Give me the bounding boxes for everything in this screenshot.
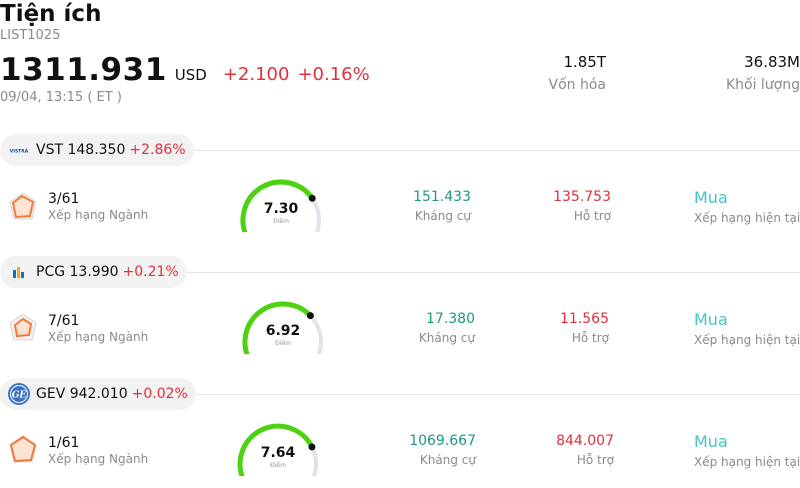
section-divider (194, 394, 800, 395)
page-title: Tiện ích (0, 1, 102, 27)
stock-chip-pcg[interactable]: PCG 13.990 +0.21% (0, 256, 187, 288)
support-label: Hỗ trợ (573, 209, 611, 223)
industry-rank-value: 7/61 (48, 313, 80, 329)
resistance-label: Kháng cự (419, 453, 476, 467)
rating-value: Mua (694, 432, 728, 451)
resistance-label: Kháng cự (418, 331, 475, 345)
gauge-fill (242, 301, 313, 354)
volume-stat: 36.83M Khối lượng (726, 53, 800, 93)
industry-rank-value: 3/61 (48, 191, 80, 207)
gauge-marker (308, 194, 316, 202)
timestamp: 09/04, 13:15 ( ET ) (0, 90, 122, 105)
support-label: Hỗ trợ (571, 331, 609, 345)
index-price: 1311.931 (0, 52, 167, 88)
industry-rank-label: Xếp hạng Ngành (48, 208, 149, 222)
gauge-marker (306, 312, 314, 320)
price-change: +2.100 (222, 64, 290, 85)
section-divider (186, 272, 800, 273)
industry-rank-label: Xếp hạng Ngành (48, 330, 149, 344)
stock-change-percent: +0.02% (131, 386, 188, 402)
stock-header: GE GEV 942.010 +0.02% (0, 378, 196, 410)
price-change-percent: +0.16% (297, 64, 370, 85)
vistra-logo-icon: VISTRA (8, 139, 30, 161)
gauge-marker (308, 443, 316, 451)
pentagon-rank-icon (9, 435, 37, 463)
market-cap-stat: 1.85T Vốn hóa (549, 53, 606, 93)
stock-ticker-price: PCG 13.990 (36, 264, 119, 280)
score-gauge (240, 179, 321, 232)
resistance-value: 17.380 (426, 311, 475, 327)
rating-label: Xếp hạng hiện tại (694, 333, 800, 347)
score-value: 7.30 (263, 201, 299, 217)
stock-chip-vst[interactable]: VISTRA VST 148.350 +2.86% (0, 134, 194, 166)
resistance-value: 1069.667 (409, 433, 476, 449)
rating-label: Xếp hạng hiện tại (694, 211, 800, 225)
score-gauge (242, 301, 323, 354)
stock-change-percent: +2.86% (129, 142, 186, 158)
industry-rank-label: Xếp hạng Ngành (48, 452, 149, 466)
svg-text:GE: GE (12, 391, 27, 401)
support-label: Hỗ trợ (576, 453, 614, 467)
stock-header: PCG 13.990 +0.21% (0, 256, 187, 288)
pentagon-rank-icon (9, 192, 37, 220)
pge-logo-icon (8, 261, 30, 283)
score-value: 6.92 (265, 323, 301, 339)
stock-header: VISTRA VST 148.350 +2.86% (0, 134, 194, 166)
volume-label: Khối lượng (725, 77, 800, 93)
rating-value: Mua (694, 310, 728, 329)
score-value: 7.64 (260, 445, 296, 461)
currency-label: USD (174, 66, 207, 84)
score-gauge (237, 423, 318, 476)
market-cap-label: Vốn hóa (548, 77, 606, 93)
support-value: 135.753 (553, 189, 611, 205)
resistance-label: Kháng cự (414, 209, 471, 223)
price-row: 1311.931 USD +2.100 +0.16% (0, 52, 370, 92)
market-cap-value: 1.85T (563, 53, 606, 71)
support-value: 11.565 (560, 311, 609, 327)
industry-rank-value: 1/61 (48, 435, 80, 451)
score-label: Điểm (270, 462, 286, 469)
stock-change-percent: +0.21% (122, 264, 179, 280)
gauge-fill (237, 423, 315, 476)
svg-text:VISTRA: VISTRA (10, 149, 29, 155)
support-value: 844.007 (556, 433, 614, 449)
score-label: Điểm (273, 218, 289, 225)
section-divider (192, 150, 800, 151)
resistance-value: 151.433 (413, 189, 471, 205)
volume-value: 36.83M (744, 53, 800, 71)
gauge-fill (240, 179, 315, 232)
score-label: Điểm (275, 340, 291, 347)
list-code: LIST1025 (0, 28, 61, 43)
ge-logo-icon: GE (8, 383, 30, 405)
rating-label: Xếp hạng hiện tại (694, 455, 800, 469)
rating-value: Mua (694, 188, 728, 207)
stock-chip-gev[interactable]: GE GEV 942.010 +0.02% (0, 378, 196, 410)
stock-ticker-price: GEV 942.010 (36, 386, 128, 402)
pentagon-rank-icon (9, 313, 37, 341)
stock-ticker-price: VST 148.350 (36, 142, 126, 158)
